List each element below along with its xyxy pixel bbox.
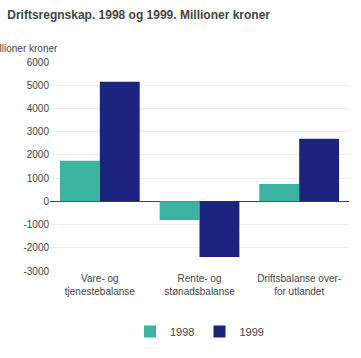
svg-text:1000: 1000 xyxy=(27,173,50,184)
svg-text:-2000: -2000 xyxy=(23,242,49,253)
svg-text:6000: 6000 xyxy=(27,57,50,68)
svg-text:2000: 2000 xyxy=(27,149,50,160)
svg-text:-1000: -1000 xyxy=(23,219,49,230)
svg-text:1998: 1998 xyxy=(170,326,194,338)
svg-text:-3000: -3000 xyxy=(23,266,49,277)
svg-text:Millioner kroner: Millioner kroner xyxy=(0,43,58,54)
svg-text:Driftsbalanse over-for utlande: Driftsbalanse over-for utlandet xyxy=(257,273,341,297)
svg-text:4000: 4000 xyxy=(27,103,50,114)
svg-text:Driftsregnskap. 1998 og 1999.: Driftsregnskap. 1998 og 1999. Millioner … xyxy=(7,8,270,22)
svg-text:1999: 1999 xyxy=(239,326,263,338)
svg-text:0: 0 xyxy=(43,196,49,207)
svg-text:Vare- ogtjenestebalanse: Vare- ogtjenestebalanse xyxy=(65,273,135,297)
svg-text:Rente- ogstønadsbalanse: Rente- ogstønadsbalanse xyxy=(164,273,235,297)
svg-text:3000: 3000 xyxy=(27,126,50,137)
svg-text:5000: 5000 xyxy=(27,80,50,91)
